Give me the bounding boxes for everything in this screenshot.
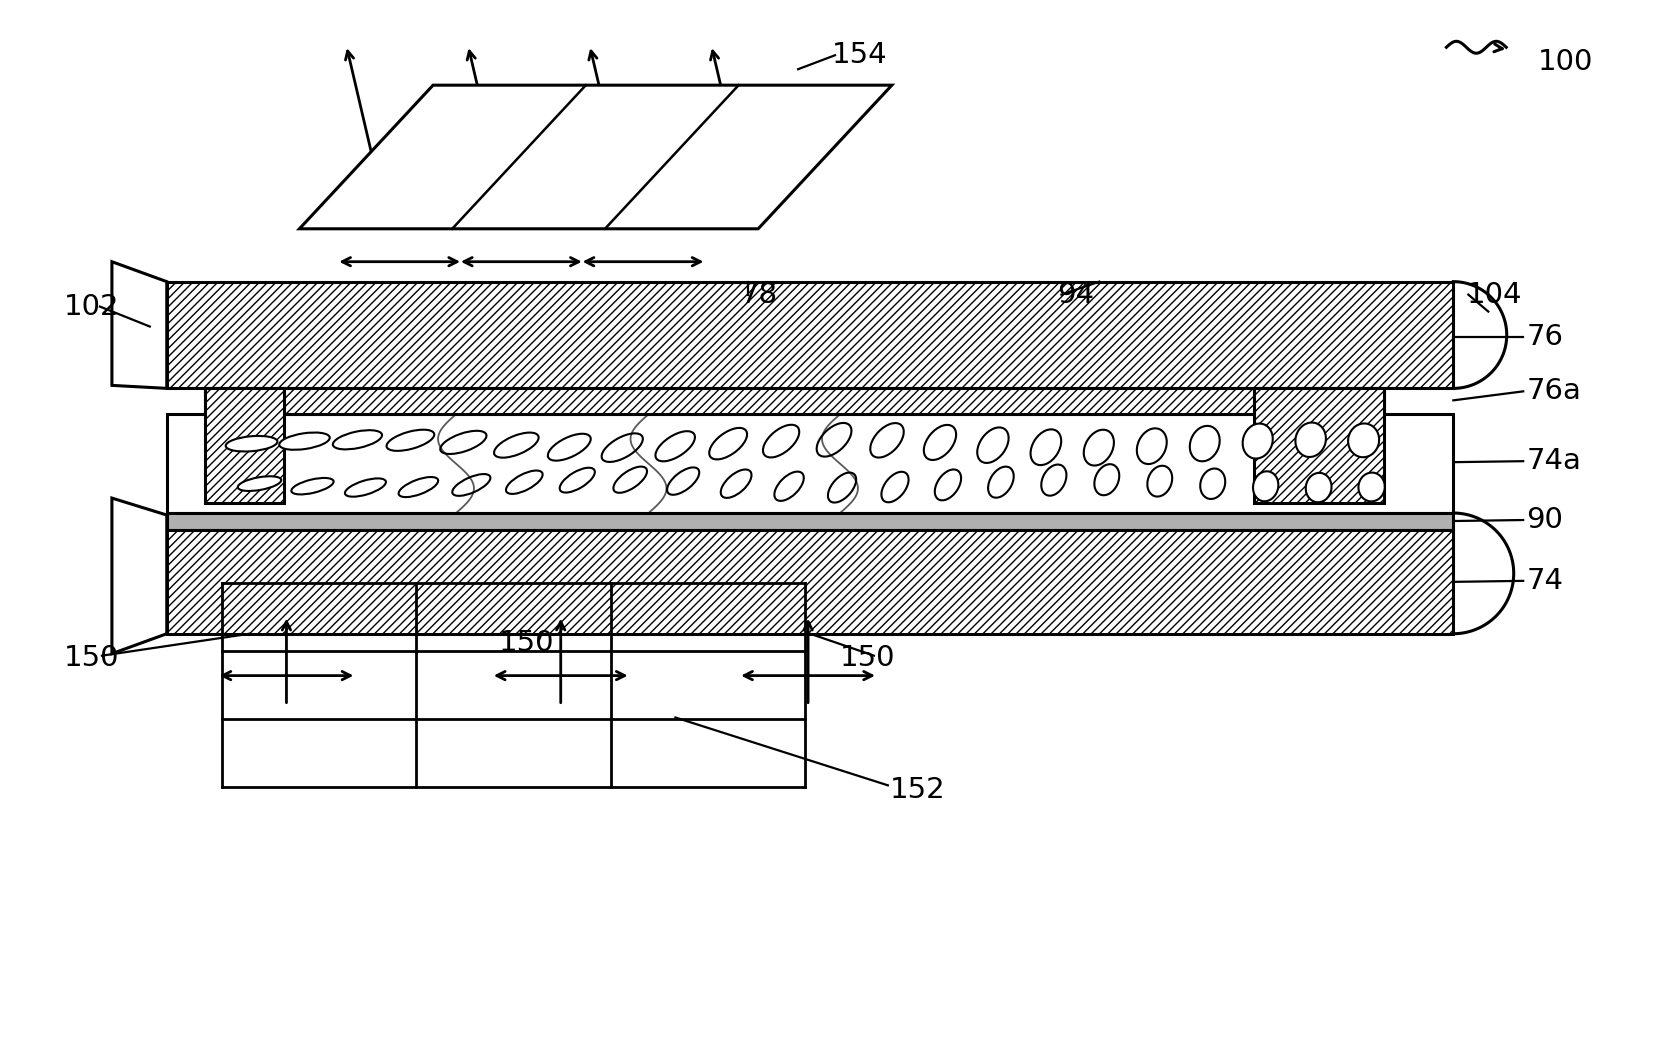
Ellipse shape — [828, 473, 856, 503]
Ellipse shape — [1084, 430, 1115, 466]
Ellipse shape — [1359, 473, 1384, 502]
Ellipse shape — [1200, 469, 1225, 499]
Ellipse shape — [1242, 423, 1272, 458]
Ellipse shape — [494, 433, 538, 457]
Ellipse shape — [1031, 430, 1061, 465]
Ellipse shape — [345, 478, 385, 496]
Ellipse shape — [816, 423, 851, 456]
Text: 74a: 74a — [1527, 447, 1580, 475]
Ellipse shape — [334, 430, 382, 450]
Text: 104: 104 — [1466, 281, 1522, 308]
Ellipse shape — [1094, 465, 1120, 495]
Text: 90: 90 — [1527, 506, 1564, 534]
Ellipse shape — [560, 468, 595, 492]
Polygon shape — [204, 389, 285, 503]
Polygon shape — [168, 414, 1453, 513]
Ellipse shape — [613, 467, 647, 493]
Ellipse shape — [548, 434, 590, 460]
Polygon shape — [300, 86, 892, 229]
Ellipse shape — [667, 468, 699, 495]
Text: 152: 152 — [890, 776, 945, 805]
Polygon shape — [112, 498, 168, 654]
Text: 154: 154 — [831, 41, 888, 70]
Ellipse shape — [1254, 471, 1279, 502]
Polygon shape — [168, 513, 1453, 530]
Polygon shape — [168, 282, 1453, 389]
Ellipse shape — [1136, 429, 1166, 464]
Ellipse shape — [1041, 465, 1066, 495]
Text: 76a: 76a — [1527, 377, 1580, 406]
Ellipse shape — [441, 431, 486, 454]
Ellipse shape — [935, 470, 960, 501]
Text: 102: 102 — [64, 293, 119, 321]
Ellipse shape — [399, 477, 437, 497]
Text: 76: 76 — [1527, 322, 1564, 351]
Ellipse shape — [977, 428, 1009, 463]
Ellipse shape — [1148, 466, 1172, 496]
Ellipse shape — [453, 474, 491, 496]
Ellipse shape — [226, 436, 278, 452]
Ellipse shape — [923, 425, 955, 460]
Ellipse shape — [280, 433, 330, 450]
Polygon shape — [1254, 389, 1384, 503]
Ellipse shape — [1306, 473, 1331, 503]
Ellipse shape — [1296, 422, 1326, 457]
Ellipse shape — [387, 430, 434, 451]
Text: 150: 150 — [499, 628, 555, 657]
Polygon shape — [204, 389, 1384, 414]
Text: 74: 74 — [1527, 567, 1564, 595]
Ellipse shape — [655, 431, 696, 461]
Text: 94: 94 — [1058, 281, 1094, 308]
Text: 100: 100 — [1539, 49, 1594, 76]
Polygon shape — [112, 262, 168, 389]
Ellipse shape — [238, 476, 282, 491]
Text: 150: 150 — [840, 644, 895, 672]
Text: 78: 78 — [741, 281, 778, 308]
Polygon shape — [168, 530, 1453, 634]
Ellipse shape — [774, 472, 804, 501]
Ellipse shape — [506, 471, 543, 494]
Ellipse shape — [292, 478, 334, 494]
Ellipse shape — [602, 433, 644, 461]
Ellipse shape — [763, 425, 799, 457]
Ellipse shape — [709, 428, 747, 459]
Ellipse shape — [882, 472, 908, 503]
Text: 150: 150 — [64, 644, 119, 672]
Ellipse shape — [721, 470, 751, 497]
Ellipse shape — [1190, 426, 1220, 461]
Ellipse shape — [870, 423, 903, 457]
Ellipse shape — [1348, 423, 1379, 457]
Ellipse shape — [989, 467, 1014, 497]
